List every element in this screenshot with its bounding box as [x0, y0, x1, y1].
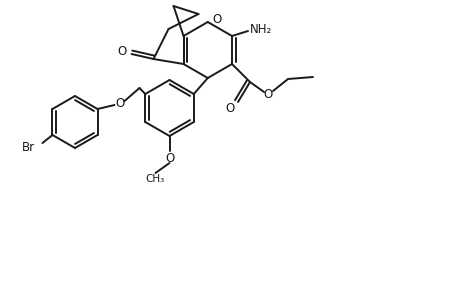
Text: O: O	[225, 101, 234, 115]
Text: O: O	[117, 44, 126, 58]
Text: O: O	[115, 97, 124, 110]
Text: O: O	[212, 13, 221, 26]
Text: O: O	[263, 88, 272, 100]
Text: Br: Br	[22, 140, 35, 154]
Text: NH₂: NH₂	[249, 22, 272, 35]
Text: O: O	[164, 152, 174, 164]
Text: CH₃: CH₃	[145, 174, 164, 184]
